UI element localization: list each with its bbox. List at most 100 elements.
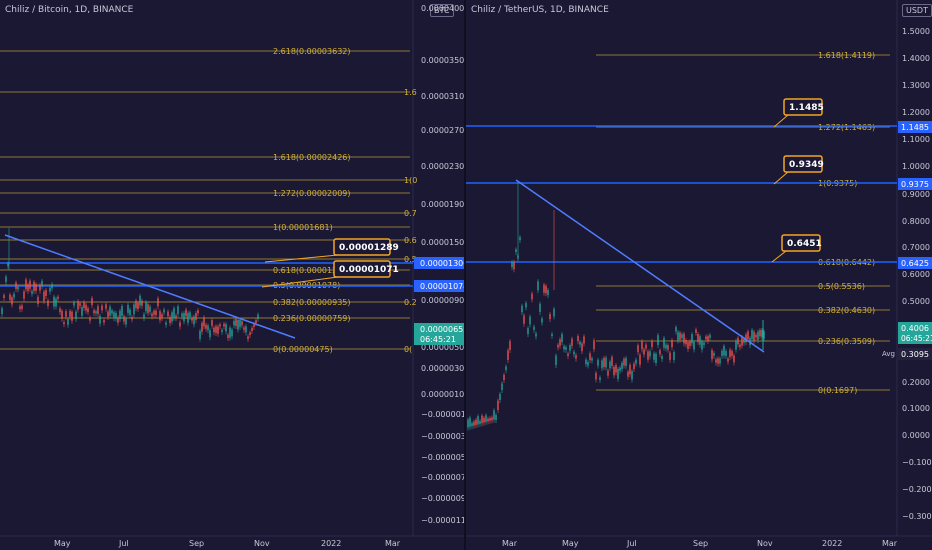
price-callout-label: 0.00001071 [339,265,399,275]
candle-body [683,333,685,344]
candle-body [103,319,105,323]
candle-body [473,421,475,426]
candle-body [513,261,515,270]
candle-body [679,332,681,340]
price-badge-label: 0.9375 [901,180,929,189]
candle-body [45,289,47,296]
candle-body [625,358,627,366]
candle-body [35,284,37,291]
candle-body [571,338,573,346]
candle-body [559,339,561,346]
y-tick-label: 0.0000 [902,431,930,440]
candle-body [171,312,173,322]
candle-body [549,314,551,320]
candle-body [7,263,9,266]
y-tick-label: 0.6000 [902,270,930,279]
candle-body [523,315,525,324]
candle-body [177,306,179,315]
candle-body [721,350,723,357]
y-tick-label: 0.00002300 [421,162,466,171]
candle-body [739,344,741,348]
candle-body [49,287,51,292]
candle-body [691,334,693,344]
candle-body [503,374,505,380]
countdown-label: 06:45:21 [420,335,456,344]
candle-body [567,353,569,357]
candle-body [17,287,19,290]
candle-body [183,312,185,322]
candle-body [633,363,635,370]
candle-body [747,331,749,340]
candle-body [617,368,619,379]
candle-body [701,341,703,350]
candle-body [585,359,587,365]
candle-body [717,358,719,364]
candle-body [143,314,145,319]
candle-body [541,318,543,323]
candle-body [663,337,665,348]
candle-body [109,306,111,316]
candle-body [23,291,25,299]
candle-body [95,311,97,314]
candle-body [21,305,23,309]
candle-body [729,349,731,357]
candle-body [711,350,713,360]
candle-body [89,317,91,321]
price-callout-box [783,155,823,173]
price-badge [898,257,932,269]
candle-body [475,419,477,425]
callout-pointer [264,254,339,263]
callout-pointer [771,250,787,263]
fib-level-label: 0.618(0.00001220) [273,266,351,275]
candle-body [63,322,65,325]
candle-body [493,410,495,420]
y-tick-label: −0.00000700 [421,473,466,482]
candle-body [217,326,219,334]
candle-body [495,414,497,420]
candle-body [651,340,653,347]
candle-body [235,318,237,326]
panel-separator[interactable] [464,0,467,550]
candle-body [127,304,129,313]
candle-body [479,420,481,424]
btc-chart-svg[interactable]: 0.00004000 0.00003500 0.00003100 0.00002700… [0,0,466,550]
candle-body [245,326,247,333]
candle-body [27,284,29,291]
candle-body [757,331,759,340]
callout-pointer [773,171,789,185]
candle-body [637,345,639,353]
candle-body [251,327,253,331]
chart-title: Chiliz / TetherUS, 1D, BINANCE [471,5,609,15]
candle-body [561,333,563,343]
candle-body [121,305,123,316]
candle-body [129,309,131,316]
candle-body [713,352,715,356]
candle-body [93,310,95,314]
x-tick-label: Mar [882,539,898,548]
y-tick-label: 0.00000300 [421,364,466,373]
candle-body [695,329,697,333]
candle-body [643,349,645,355]
candle-body [29,280,31,289]
currency-tag[interactable]: USDT [902,4,932,17]
last-price-badge [898,322,932,344]
currency-tag[interactable]: BTC [430,4,454,17]
candle-body [573,351,575,355]
usdt-chart-svg[interactable]: 1.5000 1.4000 1.3000 1.2000 1.1000 1.0000 0.90… [466,0,932,550]
btc-chart-panel[interactable]: Chiliz / Bitcoin, 1D, BINANCE BTC 0.0000… [0,0,466,550]
candle-body [657,335,659,346]
candle-body [491,417,493,421]
candle-body [131,317,133,320]
fib-level-edge-label: 1.6 [404,88,417,97]
y-tick-label: 0.5000 [902,297,930,306]
candle-body [85,304,87,311]
candle-body [83,301,85,308]
candle-body [71,311,73,321]
candle-body [689,341,691,346]
candle-body [601,360,603,369]
y-tick-label: 0.7000 [902,243,930,252]
candle-body [673,352,675,360]
candle-body [19,306,21,310]
usdt-chart-panel[interactable]: Chiliz / TetherUS, 1D, BINANCE USDT 1.50… [466,0,932,550]
candle-body [615,365,617,373]
